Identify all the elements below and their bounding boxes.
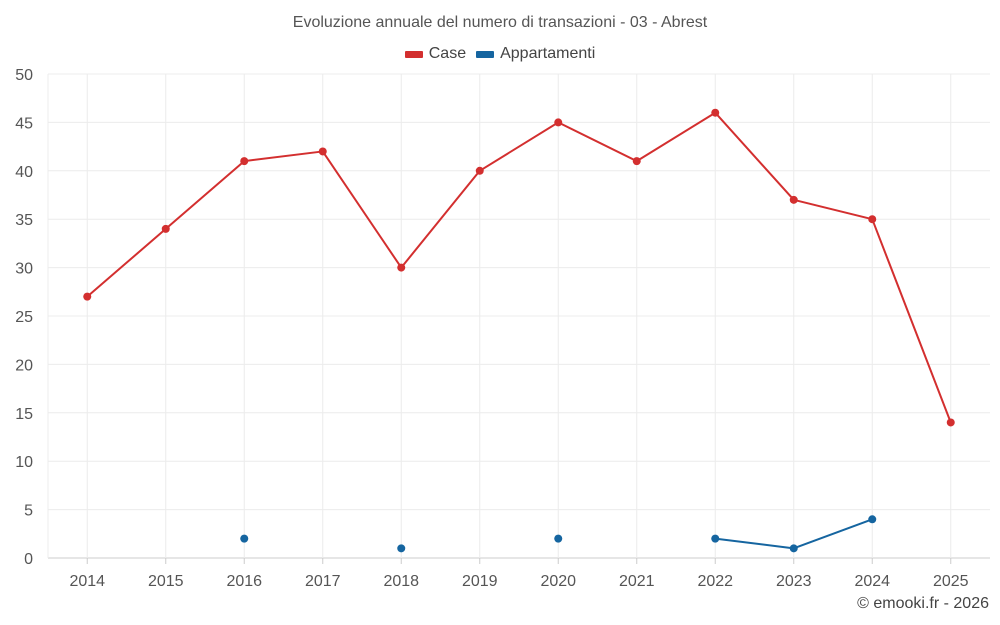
- data-point-case: [318, 147, 327, 156]
- chart-legend: Case Appartamenti: [0, 45, 1000, 63]
- x-tick-label: 2024: [854, 573, 890, 590]
- series-line-case: [557, 121, 638, 163]
- y-tick-label: 35: [15, 212, 33, 229]
- y-tick-label: 40: [15, 164, 33, 181]
- data-point-case: [711, 108, 720, 117]
- y-tick-label: 45: [15, 115, 33, 132]
- copyright-credit: © emooki.fr - 2026: [857, 595, 989, 612]
- x-tick-label: 2023: [776, 573, 812, 590]
- legend-item-appartamenti[interactable]: Appartamenti: [476, 45, 595, 63]
- series-line-case: [164, 160, 246, 230]
- data-point-case: [475, 166, 484, 175]
- data-point-case: [240, 157, 249, 166]
- chart-title: Evoluzione annuale del numero di transaz…: [292, 14, 708, 31]
- series-line-case: [792, 198, 874, 221]
- data-point-case: [161, 224, 170, 233]
- y-tick-label: 15: [15, 406, 33, 423]
- y-tick-label: 50: [15, 67, 33, 84]
- x-tick-label: 2018: [383, 573, 419, 590]
- data-point-case: [789, 195, 798, 204]
- data-point-case: [83, 292, 92, 301]
- x-tick-label: 2019: [462, 573, 498, 590]
- data-point-appartamenti: [711, 534, 720, 543]
- legend-label-appartamenti: Appartamenti: [500, 45, 596, 62]
- data-point-case: [868, 215, 877, 224]
- series-line-case: [321, 150, 403, 269]
- y-tick-label: 5: [24, 503, 33, 520]
- series-line-case: [871, 218, 952, 424]
- data-point-appartamenti: [397, 544, 406, 553]
- series-line-case: [714, 111, 795, 201]
- data-point-appartamenti: [240, 534, 249, 543]
- y-tick-label: 20: [15, 357, 33, 374]
- x-tick-label: 2017: [305, 573, 341, 590]
- x-tick-label: 2022: [697, 573, 733, 590]
- y-tick-label: 25: [15, 309, 33, 326]
- x-tick-label: 2015: [148, 573, 184, 590]
- y-tick-label: 10: [15, 454, 33, 471]
- data-point-case: [632, 157, 641, 166]
- data-point-appartamenti: [554, 534, 563, 543]
- legend-item-case[interactable]: Case: [404, 45, 467, 63]
- data-point-case: [554, 118, 563, 127]
- data-point-appartamenti: [789, 544, 798, 553]
- x-tick-label: 2021: [619, 573, 655, 590]
- data-point-appartamenti: [868, 515, 877, 524]
- series-line-case: [400, 169, 481, 269]
- legend-swatch-appartamenti: [476, 50, 495, 58]
- series-line-appartamenti: [792, 518, 874, 550]
- series-line-appartamenti: [714, 537, 795, 550]
- data-point-case: [397, 263, 406, 272]
- series-line-case: [86, 227, 167, 298]
- legend-label-case: Case: [428, 45, 467, 62]
- x-tick-label: 2016: [226, 573, 262, 590]
- y-tick-label: 0: [24, 551, 33, 568]
- y-tick-label: 30: [15, 261, 33, 278]
- x-tick-label: 2014: [69, 573, 105, 590]
- series-line-case: [478, 121, 560, 172]
- x-tick-label: 2025: [933, 573, 969, 590]
- legend-swatch-case: [404, 50, 423, 58]
- series-line-case: [243, 150, 324, 163]
- x-tick-label: 2020: [540, 573, 576, 590]
- series-line-case: [635, 111, 717, 163]
- data-point-case: [946, 418, 955, 427]
